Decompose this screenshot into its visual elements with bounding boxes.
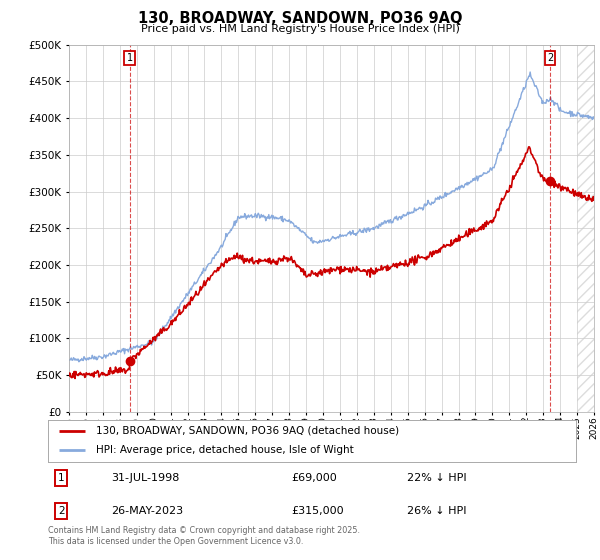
Text: HPI: Average price, detached house, Isle of Wight: HPI: Average price, detached house, Isle…	[95, 445, 353, 455]
Text: 26% ↓ HPI: 26% ↓ HPI	[407, 506, 467, 516]
Text: 130, BROADWAY, SANDOWN, PO36 9AQ (detached house): 130, BROADWAY, SANDOWN, PO36 9AQ (detach…	[95, 426, 398, 436]
Text: 22% ↓ HPI: 22% ↓ HPI	[407, 473, 467, 483]
Text: 2: 2	[547, 53, 553, 63]
Text: £69,000: £69,000	[291, 473, 337, 483]
Text: £315,000: £315,000	[291, 506, 344, 516]
Text: 1: 1	[127, 53, 133, 63]
Text: 130, BROADWAY, SANDOWN, PO36 9AQ: 130, BROADWAY, SANDOWN, PO36 9AQ	[138, 11, 462, 26]
Text: 1: 1	[58, 473, 65, 483]
Text: 26-MAY-2023: 26-MAY-2023	[112, 506, 184, 516]
Text: Contains HM Land Registry data © Crown copyright and database right 2025.
This d: Contains HM Land Registry data © Crown c…	[48, 526, 360, 546]
Text: 2: 2	[58, 506, 65, 516]
Text: 31-JUL-1998: 31-JUL-1998	[112, 473, 180, 483]
Text: Price paid vs. HM Land Registry's House Price Index (HPI): Price paid vs. HM Land Registry's House …	[140, 24, 460, 34]
